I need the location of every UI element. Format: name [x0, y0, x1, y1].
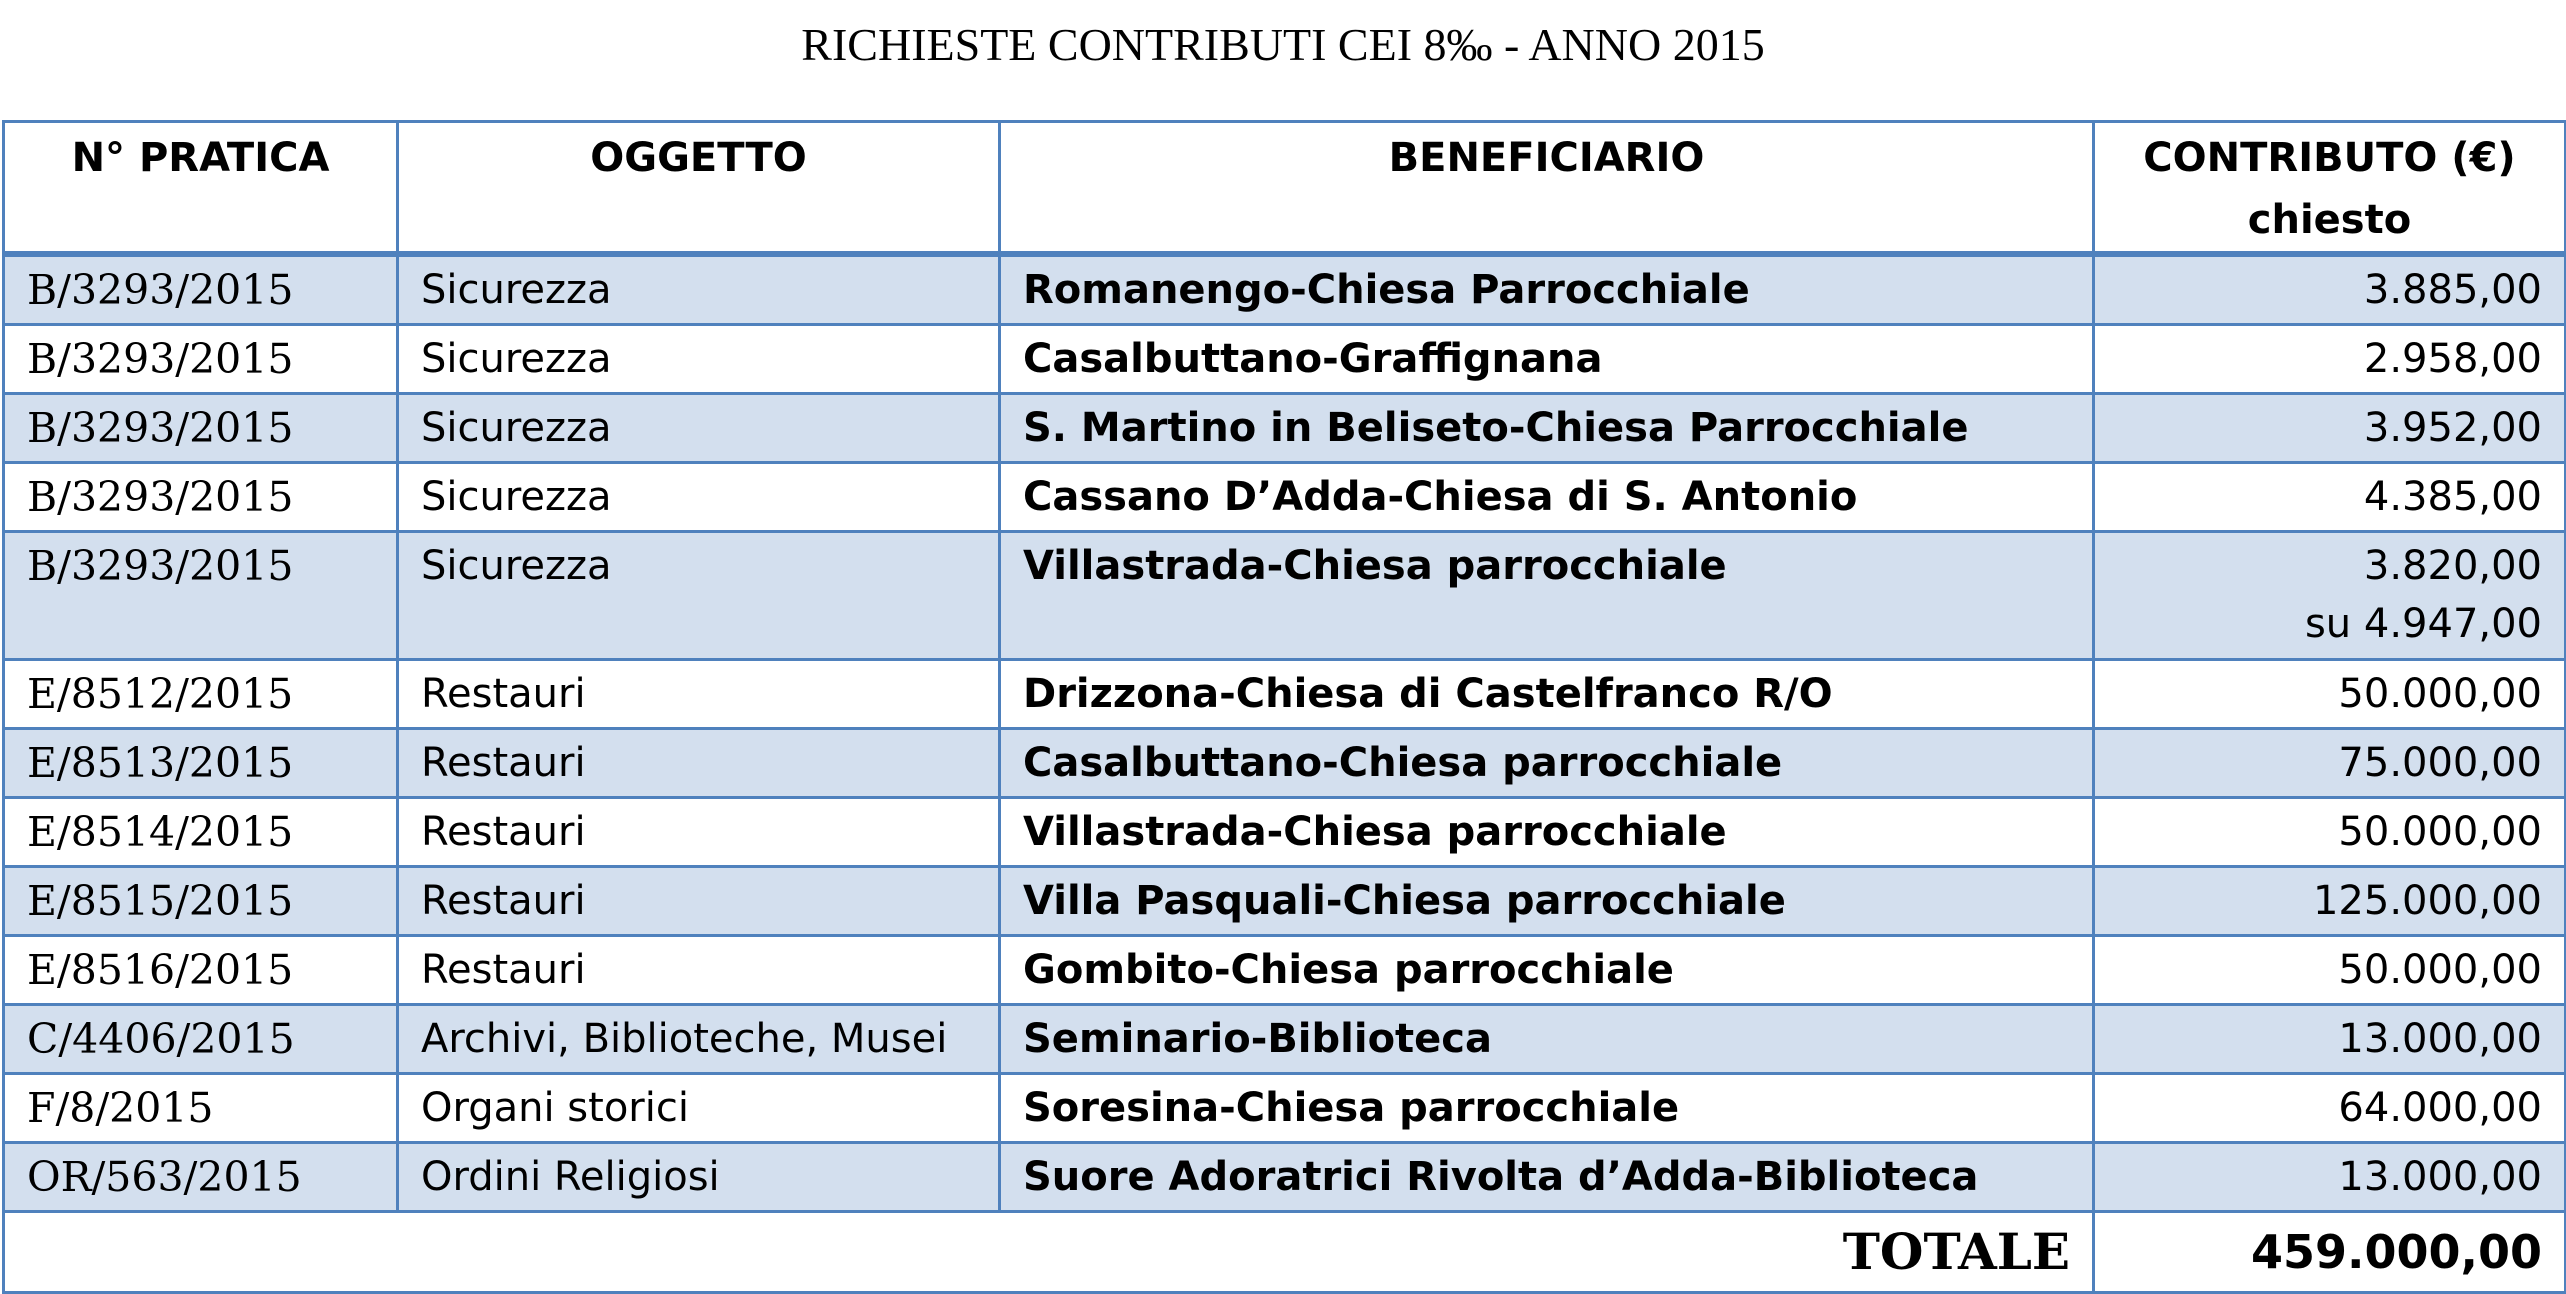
- cell-oggetto: Ordini Religiosi: [396, 1141, 1001, 1213]
- cell-pratica: B/3293/2015: [2, 323, 399, 395]
- cell-contributo: 50.000,00: [2092, 796, 2566, 868]
- contributo-value: 3.885,00: [2363, 267, 2542, 313]
- cell-oggetto: Restauri: [396, 796, 1001, 868]
- contributo-value: 125.000,00: [2312, 878, 2542, 924]
- contributo-value: 13.000,00: [2338, 1016, 2542, 1062]
- contributo-value: 3.820,00: [2363, 543, 2542, 589]
- contributo-note: su 4.947,00: [2304, 601, 2542, 647]
- cell-contributo: 125.000,00: [2092, 865, 2566, 937]
- cell-contributo: 3.820,00 su 4.947,00: [2092, 530, 2566, 661]
- cell-beneficiario: Seminario-Biblioteca: [998, 1003, 2095, 1075]
- contributo-value: 13.000,00: [2338, 1154, 2542, 1200]
- cell-oggetto: Sicurezza: [396, 252, 1001, 326]
- table-row: B/3293/2015 Sicurezza Villastrada-Chiesa p…: [2, 530, 2566, 661]
- table-row: B/3293/2015 Sicurezza Casalbuttano-Graffig…: [2, 323, 2566, 395]
- table-row: E/8516/2015 Restauri Gombito-Chiesa parroc…: [2, 934, 2566, 1006]
- cell-oggetto: Restauri: [396, 865, 1001, 937]
- header-oggetto: OGGETTO: [396, 120, 1001, 257]
- cell-contributo: 64.000,00: [2092, 1072, 2566, 1144]
- cell-oggetto: Sicurezza: [396, 461, 1001, 533]
- header-beneficiario: BENEFICIARIO: [998, 120, 2095, 257]
- header-contributo-line1: CONTRIBUTO (€): [2143, 135, 2516, 181]
- table-row: OR/563/2015 Ordini Religiosi Suore Adoratr…: [2, 1141, 2566, 1213]
- cell-beneficiario: Casalbuttano-Chiesa parrocchiale: [998, 727, 2095, 799]
- table-row: E/8514/2015 Restauri Villastrada-Chiesa pa…: [2, 796, 2566, 868]
- cell-contributo: 13.000,00: [2092, 1141, 2566, 1213]
- contributo-value: 64.000,00: [2338, 1085, 2542, 1131]
- cell-beneficiario: Gombito-Chiesa parrocchiale: [998, 934, 2095, 1006]
- contributo-value: 2.958,00: [2363, 336, 2542, 382]
- contributo-value: 75.000,00: [2338, 740, 2542, 786]
- contributo-value: 50.000,00: [2338, 671, 2542, 717]
- cell-pratica: B/3293/2015: [2, 252, 399, 326]
- cell-pratica: B/3293/2015: [2, 461, 399, 533]
- cell-beneficiario: Romanengo-Chiesa Parrocchiale: [998, 252, 2095, 326]
- contributions-table: N° PRATICA OGGETTO BENEFICIARIO CONTRIBU…: [2, 120, 2566, 1294]
- header-contributo: CONTRIBUTO (€) chiesto: [2092, 120, 2566, 257]
- cell-contributo: 3.885,00: [2092, 252, 2566, 326]
- cell-beneficiario: Villastrada-Chiesa parrocchiale: [998, 530, 2095, 661]
- cell-beneficiario: Villastrada-Chiesa parrocchiale: [998, 796, 2095, 868]
- contributo-value: 3.952,00: [2363, 405, 2542, 451]
- cell-beneficiario: Cassano D’Adda-Chiesa di S. Antonio: [998, 461, 2095, 533]
- cell-pratica: E/8513/2015: [2, 727, 399, 799]
- header-contributo-line2: chiesto: [2247, 197, 2412, 243]
- table-row: F/8/2015 Organi storici Soresina-Chiesa pa…: [2, 1072, 2566, 1144]
- cell-contributo: 50.000,00: [2092, 934, 2566, 1006]
- cell-oggetto: Sicurezza: [396, 392, 1001, 464]
- table-row: C/4406/2015 Archivi, Biblioteche, Musei Se…: [2, 1003, 2566, 1075]
- header-pratica: N° PRATICA: [2, 120, 399, 257]
- table-row: B/3293/2015 Sicurezza S. Martino in Belise…: [2, 392, 2566, 464]
- cell-beneficiario: Casalbuttano-Graffignana: [998, 323, 2095, 395]
- contributo-value: 4.385,00: [2363, 474, 2542, 520]
- cell-pratica: E/8516/2015: [2, 934, 399, 1006]
- cell-oggetto: Archivi, Biblioteche, Musei: [396, 1003, 1001, 1075]
- table-row: E/8515/2015 Restauri Villa Pasquali-Chiesa…: [2, 865, 2566, 937]
- cell-beneficiario: S. Martino in Beliseto-Chiesa Parrocchia…: [998, 392, 2095, 464]
- cell-contributo: 13.000,00: [2092, 1003, 2566, 1075]
- cell-oggetto: Restauri: [396, 934, 1001, 1006]
- cell-oggetto: Sicurezza: [396, 323, 1001, 395]
- total-value: 459.000,00: [2092, 1210, 2566, 1294]
- cell-beneficiario: Drizzona-Chiesa di Castelfranco R/O: [998, 658, 2095, 730]
- cell-pratica: E/8512/2015: [2, 658, 399, 730]
- contributo-value: 50.000,00: [2338, 947, 2542, 993]
- table-row: E/8512/2015 Restauri Drizzona-Chiesa di Ca…: [2, 658, 2566, 730]
- cell-oggetto: Restauri: [396, 658, 1001, 730]
- cell-beneficiario: Suore Adoratrici Rivolta d’Adda-Bibliote…: [998, 1141, 2095, 1213]
- total-row: TOTALE 459.000,00: [2, 1210, 2566, 1294]
- cell-pratica: OR/563/2015: [2, 1141, 399, 1213]
- cell-pratica: C/4406/2015: [2, 1003, 399, 1075]
- cell-pratica: B/3293/2015: [2, 530, 399, 661]
- header-row: N° PRATICA OGGETTO BENEFICIARIO CONTRIBU…: [2, 120, 2566, 257]
- cell-pratica: E/8515/2015: [2, 865, 399, 937]
- cell-pratica: F/8/2015: [2, 1072, 399, 1144]
- table-row: B/3293/2015 Sicurezza Romanengo-Chiesa Par…: [2, 252, 2566, 326]
- cell-beneficiario: Villa Pasquali-Chiesa parrocchiale: [998, 865, 2095, 937]
- cell-contributo: 4.385,00: [2092, 461, 2566, 533]
- cell-contributo: 50.000,00: [2092, 658, 2566, 730]
- cell-contributo: 2.958,00: [2092, 323, 2566, 395]
- total-label: TOTALE: [2, 1210, 2095, 1294]
- cell-oggetto: Organi storici: [396, 1072, 1001, 1144]
- cell-oggetto: Restauri: [396, 727, 1001, 799]
- contributo-value: 50.000,00: [2338, 809, 2542, 855]
- cell-pratica: E/8514/2015: [2, 796, 399, 868]
- table-row: B/3293/2015 Sicurezza Cassano D’Adda-Chies…: [2, 461, 2566, 533]
- cell-pratica: B/3293/2015: [2, 392, 399, 464]
- cell-contributo: 3.952,00: [2092, 392, 2566, 464]
- cell-oggetto: Sicurezza: [396, 530, 1001, 661]
- cell-beneficiario: Soresina-Chiesa parrocchiale: [998, 1072, 2095, 1144]
- table-row: E/8513/2015 Restauri Casalbuttano-Chiesa p…: [2, 727, 2566, 799]
- page-title: RICHIESTE CONTRIBUTI CEI 8‰ - ANNO 2015: [801, 19, 1765, 70]
- cell-contributo: 75.000,00: [2092, 727, 2566, 799]
